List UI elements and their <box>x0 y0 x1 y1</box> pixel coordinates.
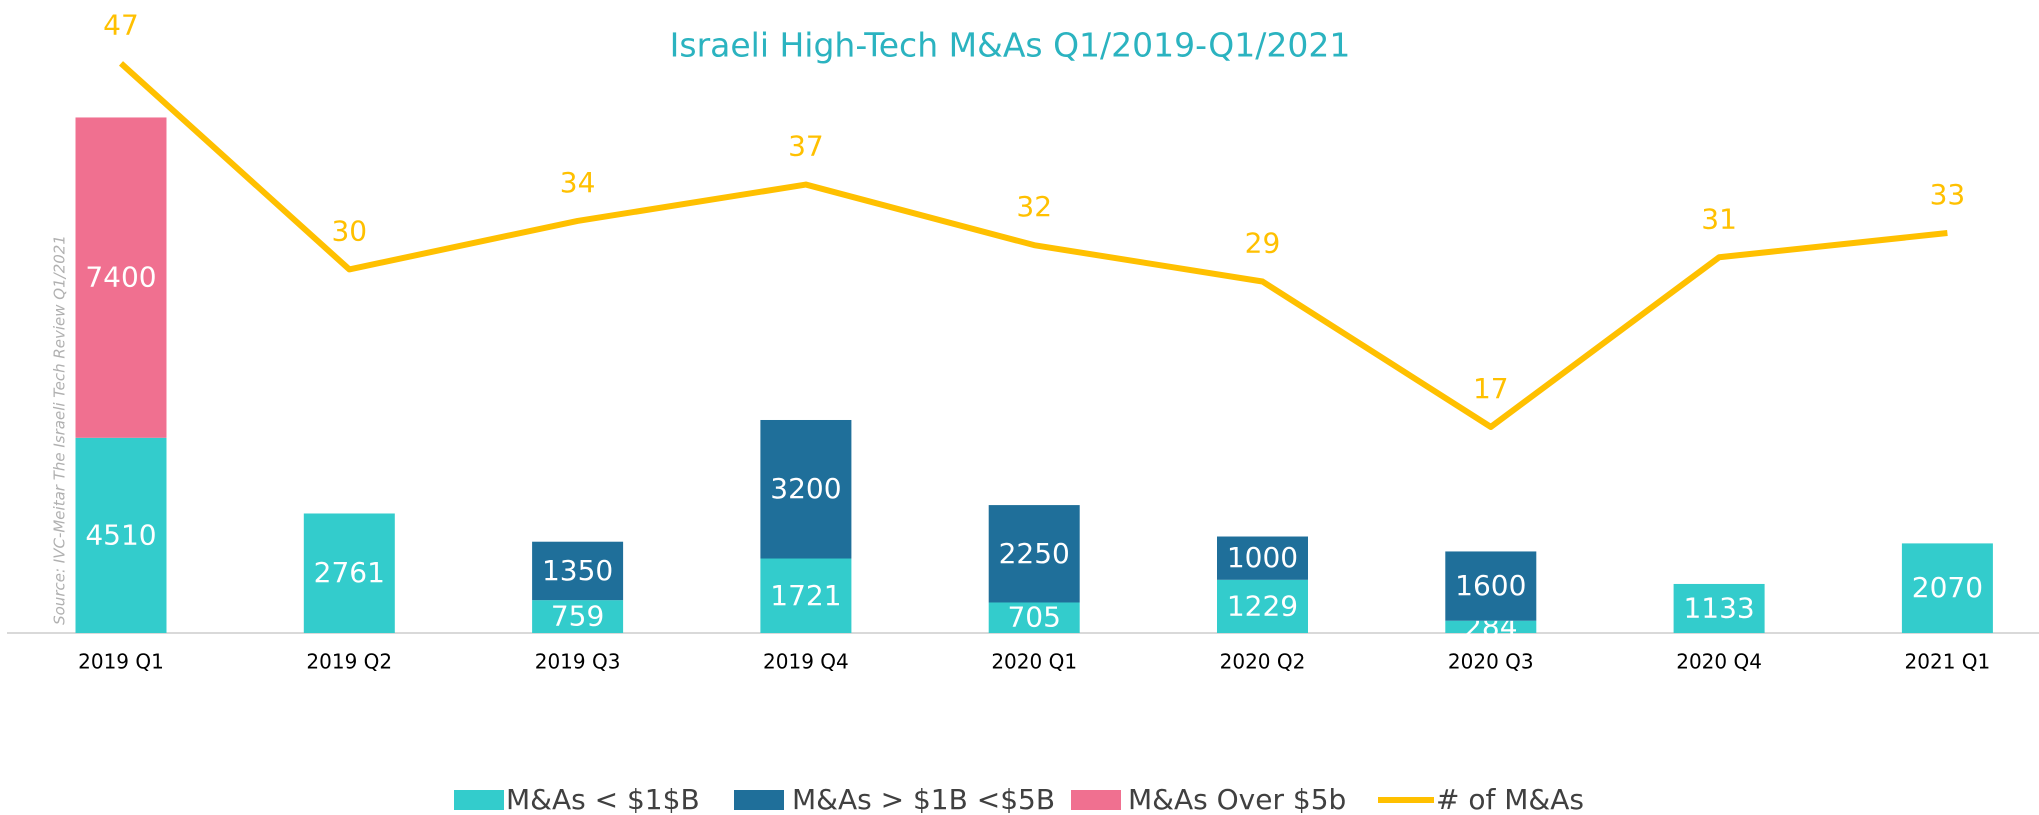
line-label: 17 <box>1473 372 1509 405</box>
x-tick-label: 2020 Q3 <box>1448 650 1534 674</box>
bar-segment <box>75 117 167 438</box>
bar-segment <box>988 505 1080 603</box>
data-label: 705 <box>1007 601 1060 634</box>
bar-segment <box>1445 620 1537 633</box>
line-label: 31 <box>1701 202 1737 235</box>
data-label: 3200 <box>770 472 841 505</box>
data-label: 1229 <box>1227 589 1298 622</box>
bar-segment <box>988 602 1080 633</box>
data-label: 2250 <box>999 537 1070 570</box>
data-label: 2070 <box>1912 571 1983 604</box>
legend-swatch <box>454 790 504 810</box>
x-tick-label: 2020 Q1 <box>991 650 1077 674</box>
legend-swatch <box>1071 790 1121 810</box>
data-label: 7400 <box>85 261 156 294</box>
chart-title: Israeli High-Tech M&As Q1/2019-Q1/2021 <box>670 26 1351 65</box>
line-label: 34 <box>560 166 596 199</box>
bar-segment <box>1217 579 1308 633</box>
bar-segment <box>1217 536 1308 580</box>
bar-segment <box>303 513 395 633</box>
legend-label: # of M&As <box>1436 783 1584 815</box>
bar-segment <box>760 419 852 559</box>
line-label: 29 <box>1245 227 1281 260</box>
x-tick-label: 2020 Q4 <box>1676 650 1762 674</box>
bar-segment <box>1673 583 1765 633</box>
line-series <box>118 61 1948 430</box>
bar-segment <box>1901 543 1993 633</box>
data-label: 1350 <box>542 554 613 587</box>
bar-segment <box>75 437 167 633</box>
legend-label: M&As < $1$B <box>506 783 700 815</box>
x-tick-label: 2019 Q2 <box>306 650 392 674</box>
line-label: 47 <box>103 8 139 41</box>
bar-segment <box>760 558 852 633</box>
data-label: 2761 <box>314 556 385 589</box>
data-label: 1000 <box>1227 541 1298 574</box>
line-label: 37 <box>788 130 824 163</box>
legend-label: M&As > $1B <$5B <box>792 783 1055 815</box>
x-tick-label: 2021 Q1 <box>1905 650 1991 674</box>
data-label: 4510 <box>85 518 156 551</box>
bar-segment <box>532 600 624 633</box>
bar-segment <box>532 541 624 601</box>
data-label: 1721 <box>770 579 841 612</box>
x-tick-label: 2019 Q3 <box>535 650 621 674</box>
line-label: 32 <box>1016 190 1052 223</box>
line-label: 30 <box>331 214 367 247</box>
line-label: 33 <box>1930 178 1966 211</box>
x-tick-label: 2020 Q2 <box>1220 650 1306 674</box>
data-label: 1600 <box>1455 569 1526 602</box>
x-tick-label: 2019 Q4 <box>763 650 849 674</box>
x-tick-label: 2019 Q1 <box>78 650 164 674</box>
bar-segment <box>1445 551 1537 621</box>
legend-label: M&As Over $5b <box>1128 783 1346 815</box>
legend-swatch <box>734 790 784 810</box>
data-label: 1133 <box>1683 591 1754 624</box>
data-label: 759 <box>551 600 604 633</box>
source-note: Source: IVC-Meitar The Israeli Tech Revi… <box>51 235 69 625</box>
